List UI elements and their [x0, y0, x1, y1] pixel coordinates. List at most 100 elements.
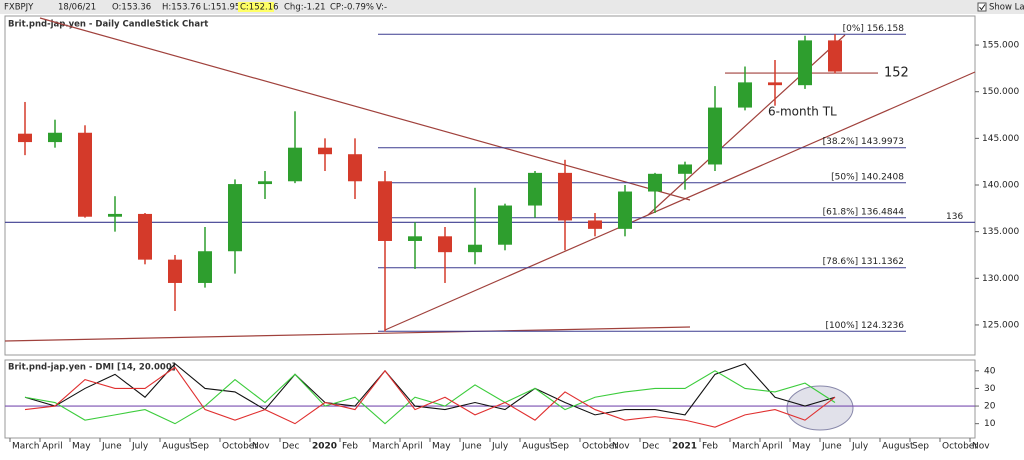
candle-body — [348, 154, 362, 182]
candle-body — [138, 213, 152, 260]
x-tick-label: June — [821, 442, 842, 452]
change: Chg:-1.21 — [284, 3, 326, 13]
x-tick-label: July — [491, 442, 509, 452]
x-tick-label: October — [942, 442, 978, 452]
downtrend-line — [39, 17, 691, 201]
show-last[interactable]: Show Last — [989, 3, 1024, 13]
candle-body — [828, 40, 842, 72]
six-month-trendline — [647, 34, 846, 216]
dmi-line — [24, 366, 836, 428]
base-line — [4, 326, 691, 342]
x-tick-label: June — [461, 442, 482, 452]
low: L:151.95 — [203, 3, 240, 13]
candle-body — [648, 173, 662, 192]
x-tick-label: August — [522, 442, 554, 452]
x-tick-label: April — [42, 442, 63, 452]
fib-label: [50%] 140.2408 — [831, 172, 904, 182]
y-tick-label: 145.000 — [982, 134, 1019, 144]
candle-body — [48, 132, 62, 143]
candle-body — [678, 164, 692, 174]
x-tick-label: August — [162, 442, 194, 452]
x-tick-label: Nov — [252, 442, 270, 452]
checkmark — [979, 4, 986, 11]
y-tick-label: 20 — [984, 402, 996, 412]
y-tick-label: 140.000 — [982, 181, 1019, 191]
candle-body — [468, 244, 482, 253]
x-tick-label: Feb — [342, 442, 358, 452]
trendlines — [4, 17, 976, 342]
y-tick-label: 155.000 — [982, 41, 1019, 51]
volume: V:- — [376, 3, 387, 13]
x-tick-label: October — [222, 442, 258, 452]
x-tick-label: March — [732, 442, 759, 452]
candle-body — [258, 181, 272, 185]
x-tick-label: 2020 — [312, 442, 337, 452]
y-tick-label: 130.000 — [982, 274, 1019, 284]
dmi-line — [24, 363, 836, 416]
x-tick-label: May — [72, 442, 91, 452]
high: H:153.76 — [162, 3, 201, 13]
annotation: 152 — [884, 66, 909, 81]
fib-label: [61.8%] 136.4844 — [823, 207, 905, 217]
dmi-title: Brit.pnd-jap.yen - DMI [14, 20.000] — [8, 363, 176, 373]
change-pct: CP:-0.79% — [330, 3, 374, 13]
candle-body — [408, 236, 422, 241]
annotation: 6-month TL — [768, 105, 837, 119]
candle-body — [168, 259, 182, 283]
candle-body — [588, 220, 602, 229]
candle-body — [528, 172, 542, 206]
fib-label: [100%] 124.3236 — [825, 321, 904, 331]
y-tick-label: 10 — [984, 419, 996, 429]
y-tick-label: 135.000 — [982, 227, 1019, 237]
x-tick-label: June — [101, 442, 122, 452]
date: 18/06/21 — [58, 3, 96, 13]
candle-body — [78, 132, 92, 217]
x-tick-label: July — [131, 442, 149, 452]
candle-body — [768, 82, 782, 86]
dmi-line — [24, 370, 836, 425]
x-tick-label: Dec — [642, 442, 659, 452]
candle-body — [318, 147, 332, 155]
y-tick-label: 125.000 — [982, 320, 1019, 330]
checkbox[interactable] — [977, 2, 987, 12]
candle-body — [288, 147, 302, 182]
candle-body — [558, 172, 572, 221]
candle-body — [618, 191, 632, 229]
x-tick-label: Dec — [282, 442, 299, 452]
x-tick-label: Nov — [612, 442, 630, 452]
candle-body — [438, 236, 452, 253]
candle-body — [18, 133, 32, 143]
x-tick-label: March — [12, 442, 39, 452]
fib-label: [38.2%] 143.9973 — [823, 137, 904, 147]
candle-body — [378, 181, 392, 241]
x-tick-label: Feb — [702, 442, 718, 452]
x-tick-label: 2021 — [672, 442, 697, 452]
x-tick-label: May — [792, 442, 811, 452]
x-tick-label: Sep — [192, 442, 209, 452]
uptrend-line — [384, 71, 976, 331]
close-highlight — [238, 2, 274, 12]
fib-label: [0%] 156.158 — [843, 24, 905, 34]
candle-body — [198, 251, 212, 283]
candle-body — [708, 107, 722, 165]
x-tick-label: Sep — [912, 442, 929, 452]
x-tick-label: May — [432, 442, 451, 452]
candle-body — [108, 213, 122, 217]
y-tick-label: 40 — [984, 366, 996, 376]
toolbar — [0, 0, 1024, 14]
support-label: 136 — [946, 212, 963, 222]
price-title: Brit.pnd-jap.yen - Daily CandleStick Cha… — [8, 20, 208, 30]
x-tick-label: Nov — [972, 442, 990, 452]
x-tick-label: Sep — [552, 442, 569, 452]
candle-body — [738, 82, 752, 108]
y-tick-label: 150.000 — [982, 87, 1019, 97]
symbol: FXBPJY — [4, 3, 34, 13]
x-tick-label: October — [582, 442, 618, 452]
x-tick-label: July — [851, 442, 869, 452]
candle-body — [498, 205, 512, 245]
fib-label: [78.6%] 131.1362 — [823, 257, 904, 267]
y-tick-label: 30 — [984, 384, 996, 394]
x-tick-label: March — [372, 442, 399, 452]
open: O:153.36 — [112, 3, 151, 13]
